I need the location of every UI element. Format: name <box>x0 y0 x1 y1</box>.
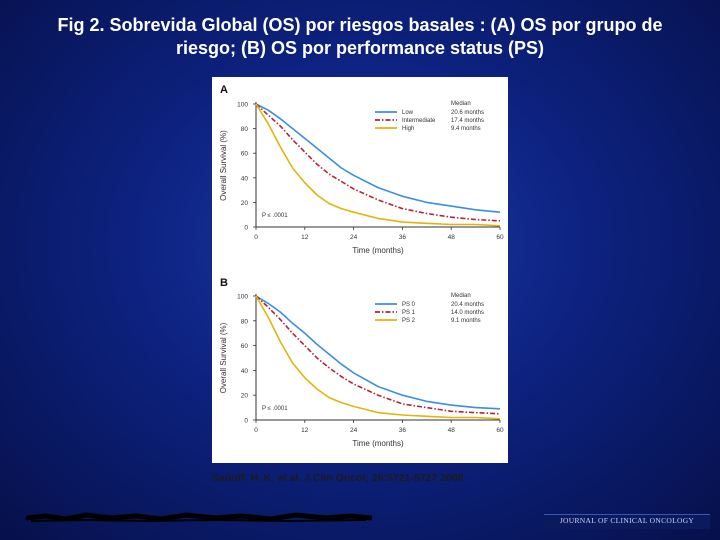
series-line-ps-2 <box>255 295 501 420</box>
legend-label: Intermediate <box>402 118 436 124</box>
x-tick-label: 48 <box>448 234 456 241</box>
series-line-ps-0 <box>255 295 501 410</box>
x-tick-label: 60 <box>496 427 504 434</box>
legend-median: 20.6 months <box>451 110 484 116</box>
journal-name: JOURNAL OF CLINICAL ONCOLOGY <box>559 516 695 525</box>
legend-median: 9.1 months <box>451 318 481 324</box>
p-value-annotation: P ≤ .0001 <box>262 406 288 412</box>
x-tick-label: 0 <box>254 427 258 434</box>
x-tick-label: 60 <box>496 234 504 241</box>
legend-header: Median <box>451 293 471 299</box>
series-line-low <box>255 103 501 213</box>
x-tick-label: 12 <box>301 427 309 434</box>
legend-median: 20.4 months <box>451 302 484 308</box>
x-tick-label: 24 <box>350 427 358 434</box>
series-line-ps-1 <box>255 295 501 415</box>
series-line-high <box>255 103 501 227</box>
x-tick-label: 24 <box>350 234 358 241</box>
signature-scribble <box>26 512 372 523</box>
legend-label: Low <box>402 110 414 116</box>
figure-panel: A 0 20 40 60 80 100 0 12 24 36 48 60 Time (months) Ove… <box>212 77 508 463</box>
y-axis-label: Overall Survival (%) <box>219 322 228 393</box>
p-value-annotation: P ≤ .0001 <box>262 213 288 219</box>
x-axis-label: Time (months) <box>352 246 404 255</box>
x-tick-label: 36 <box>399 234 407 241</box>
y-axis-label: Overall Survival (%) <box>219 130 228 201</box>
legend-median: 14.0 months <box>451 310 484 316</box>
y-tick-label: 60 <box>241 151 249 158</box>
y-tick-label: 80 <box>241 318 249 325</box>
y-tick-label: 100 <box>237 102 248 109</box>
series-line-intermediate <box>255 103 501 222</box>
panel-letter: B <box>220 277 228 289</box>
y-tick-label: 100 <box>237 294 248 301</box>
slide-title-line-1: Fig 2. Sobrevida Global (OS) por riesgos… <box>57 15 663 35</box>
x-tick-label: 36 <box>399 427 407 434</box>
y-tick-label: 20 <box>241 200 249 207</box>
legend-header: Median <box>451 101 471 107</box>
slide-title: Fig 2. Sobrevida Global (OS) por riesgos… <box>10 14 710 60</box>
y-tick-label: 60 <box>241 343 249 350</box>
journal-footer: JOURNAL OF CLINICAL ONCOLOGY <box>544 514 710 529</box>
x-tick-label: 48 <box>448 427 456 434</box>
x-axis-label: Time (months) <box>352 439 404 448</box>
legend-median: 17.4 months <box>451 118 484 124</box>
legend-label: PS 0 <box>402 302 416 308</box>
chart-panel-b: B 0 20 40 60 80 100 0 12 24 36 48 60 Time (months) Ove… <box>219 277 504 448</box>
y-tick-label: 0 <box>244 418 248 425</box>
legend-label: High <box>402 126 414 132</box>
citation: Sanoff, H. K. et al. J Clin Oncol; 26:57… <box>212 472 464 484</box>
legend-label: PS 1 <box>402 310 416 316</box>
km-figure: A 0 20 40 60 80 100 0 12 24 36 48 60 Time (months) Ove… <box>219 84 504 448</box>
legend-label: PS 2 <box>402 318 416 324</box>
y-tick-label: 0 <box>244 225 248 232</box>
x-tick-label: 12 <box>301 234 309 241</box>
panel-letter: A <box>220 84 228 96</box>
slide-title-line-2: riesgo; (B) OS por performance status (P… <box>175 38 545 58</box>
x-tick-label: 0 <box>254 234 258 241</box>
y-tick-label: 40 <box>241 175 249 182</box>
legend-median: 9.4 months <box>451 126 481 132</box>
y-tick-label: 80 <box>241 126 249 133</box>
chart-panel-a: A 0 20 40 60 80 100 0 12 24 36 48 60 Time (months) Ove… <box>219 84 504 255</box>
y-tick-label: 40 <box>241 368 249 375</box>
y-tick-label: 20 <box>241 393 249 400</box>
